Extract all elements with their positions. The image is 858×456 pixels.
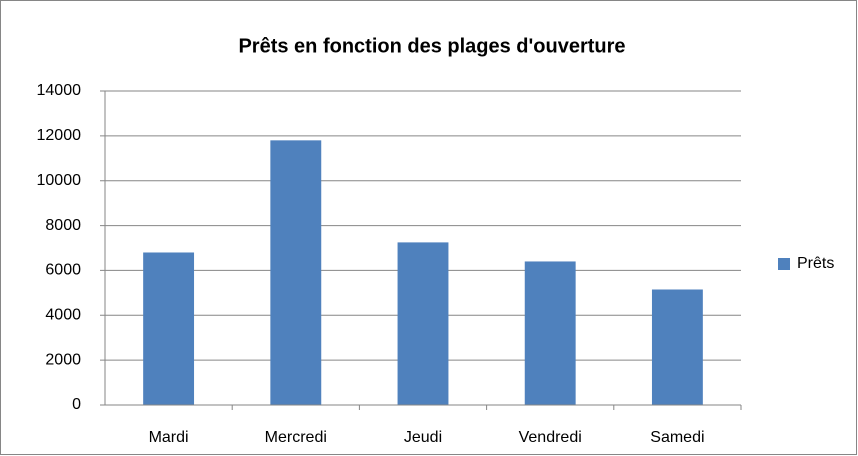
y-tick-label: 0 xyxy=(72,396,81,413)
x-tick-label: Jeudi xyxy=(404,429,442,446)
x-tick-label: Mardi xyxy=(149,429,189,446)
bar xyxy=(397,242,449,405)
chart-title: Prêts en fonction des plages d'ouverture xyxy=(238,35,625,57)
y-tick-label: 10000 xyxy=(37,172,82,189)
x-tick-label: Samedi xyxy=(650,429,704,446)
bar xyxy=(143,252,195,405)
legend-swatch xyxy=(778,258,790,270)
x-tick-label: Vendredi xyxy=(519,429,582,446)
y-tick-label: 4000 xyxy=(45,307,81,324)
y-tick-label: 12000 xyxy=(37,127,82,144)
bar xyxy=(524,261,576,405)
y-tick-label: 6000 xyxy=(45,262,81,279)
bar xyxy=(651,289,703,405)
y-tick-label: 2000 xyxy=(45,351,81,368)
y-tick-label: 14000 xyxy=(37,82,82,99)
legend-label: Prêts xyxy=(797,255,834,272)
bar xyxy=(270,140,322,406)
y-tick-label: 8000 xyxy=(45,217,81,234)
x-tick-label: Mercredi xyxy=(265,429,327,446)
